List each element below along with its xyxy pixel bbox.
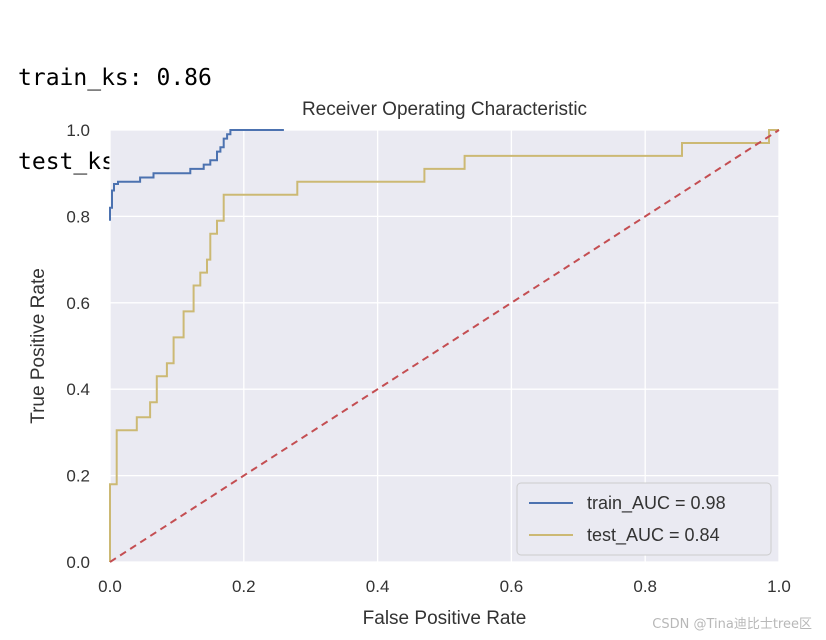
y-axis-label: True Positive Rate xyxy=(28,268,49,424)
x-tick-label: 0.6 xyxy=(500,577,524,596)
legend: train_AUC = 0.98 test_AUC = 0.84 xyxy=(516,482,772,556)
grid-lines xyxy=(109,129,780,563)
y-tick-label: 0.6 xyxy=(66,294,90,313)
legend-label: train_AUC = 0.98 xyxy=(587,493,726,514)
y-tick-label: 0.0 xyxy=(66,553,90,572)
train-ks-line: train_ks: 0.86 xyxy=(18,65,212,91)
tick-labels: 0.0 0.2 0.4 0.6 0.8 1.0 0.0 0.2 0.4 0.6 0.8 1.0 xyxy=(66,121,790,596)
series-layer xyxy=(109,129,780,563)
x-tick-label: 1.0 xyxy=(767,577,791,596)
series-line-0 xyxy=(109,129,284,221)
x-axis-label: False Positive Rate xyxy=(363,608,527,629)
x-tick-label: 0.0 xyxy=(98,577,122,596)
chart-title: Receiver Operating Characteristic xyxy=(302,99,587,120)
y-tick-label: 0.8 xyxy=(66,207,90,226)
x-tick-label: 0.4 xyxy=(366,577,390,596)
diagonal-reference-line xyxy=(109,129,780,563)
y-tick-label: 0.2 xyxy=(66,467,90,486)
x-tick-label: 0.8 xyxy=(633,577,657,596)
x-tick-label: 0.2 xyxy=(232,577,256,596)
y-tick-label: 1.0 xyxy=(66,121,90,140)
legend-label: test_AUC = 0.84 xyxy=(587,525,720,546)
y-tick-label: 0.4 xyxy=(66,380,90,399)
series-line-1 xyxy=(109,129,779,562)
watermark: CSDN @Tina迪比士tree区 xyxy=(652,617,812,632)
legend-box xyxy=(516,482,772,556)
